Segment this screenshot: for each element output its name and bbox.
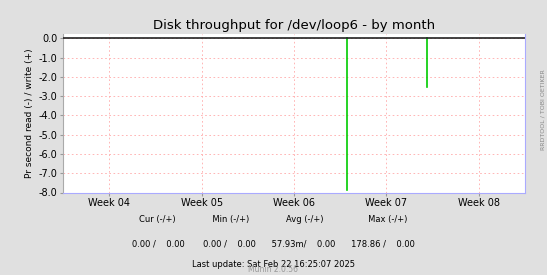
Text: Cur (-/+)              Min (-/+)              Avg (-/+)                 Max (-/+: Cur (-/+) Min (-/+) Avg (-/+) Max (-/+ [139,214,408,224]
Y-axis label: Pr second read (-) / write (+): Pr second read (-) / write (+) [25,49,34,178]
Text: 0.00 /    0.00       0.00 /    0.00      57.93m/    0.00      178.86 /    0.00: 0.00 / 0.00 0.00 / 0.00 57.93m/ 0.00 178… [132,239,415,248]
Text: Last update: Sat Feb 22 16:25:07 2025: Last update: Sat Feb 22 16:25:07 2025 [192,260,355,269]
Text: RRDTOOL / TOBI OETIKER: RRDTOOL / TOBI OETIKER [541,70,546,150]
Title: Disk throughput for /dev/loop6 - by month: Disk throughput for /dev/loop6 - by mont… [153,19,435,32]
Text: Munin 2.0.56: Munin 2.0.56 [248,265,299,274]
